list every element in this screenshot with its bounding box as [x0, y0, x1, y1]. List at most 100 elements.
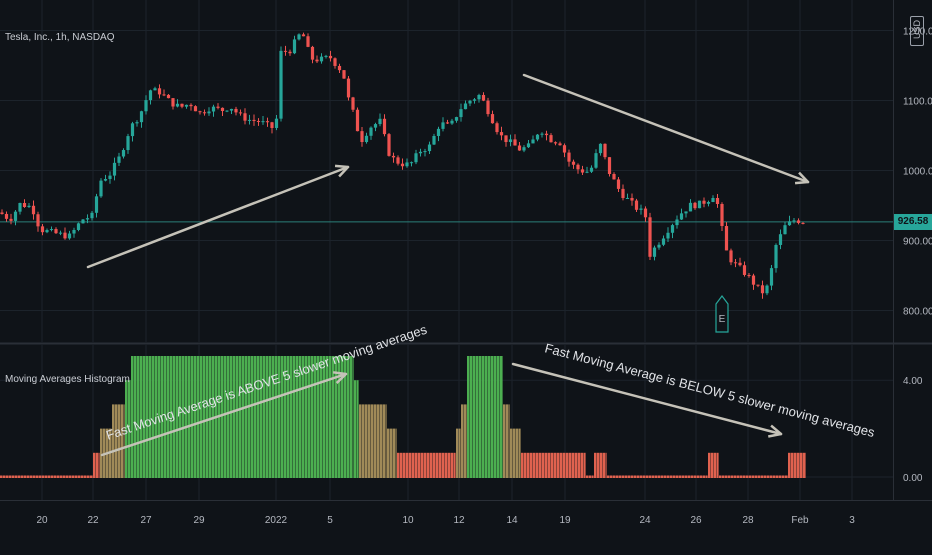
histogram-bar [717, 452, 719, 478]
histogram-bar [296, 356, 299, 478]
histogram-bar [794, 452, 797, 478]
candle-body [166, 94, 171, 99]
candle-body [351, 97, 355, 110]
histogram-bar [776, 475, 779, 478]
histogram-bar [708, 452, 711, 478]
histogram-bar [700, 475, 703, 478]
candle-body [391, 155, 396, 158]
histogram-bar [33, 475, 36, 478]
candle-body [535, 134, 540, 140]
candle-body [157, 88, 162, 95]
histogram-bar [448, 452, 451, 478]
histogram-bar [281, 356, 284, 478]
histogram-bar [45, 475, 48, 478]
histogram-bar [439, 452, 442, 478]
histogram-bar [403, 452, 406, 478]
candle-body [472, 99, 477, 101]
histogram-bar [500, 356, 503, 478]
candle-body [306, 36, 310, 47]
histogram-bar [69, 475, 72, 478]
candle-body [666, 232, 670, 239]
candle-body [360, 131, 364, 143]
histogram-bar [509, 404, 510, 478]
candle-body [270, 122, 274, 128]
histogram-bar [746, 475, 749, 478]
histogram-bar [197, 356, 200, 478]
histogram-bar [803, 452, 806, 478]
candle-body [324, 55, 328, 57]
candle-body [661, 238, 666, 245]
candle-body [796, 220, 801, 223]
candle-body [603, 143, 607, 158]
candle-body [252, 119, 256, 121]
histogram-bar [314, 356, 317, 478]
histogram-bar [427, 452, 430, 478]
candle-body [207, 111, 211, 114]
histogram-bar [182, 356, 185, 478]
currency-badge[interactable]: USD [910, 16, 924, 46]
candle-body [486, 100, 490, 115]
histogram-bar [125, 380, 128, 478]
x-tick-label: 22 [87, 515, 99, 526]
candle-body [387, 134, 391, 156]
candle-body [639, 208, 643, 210]
candles [0, 32, 805, 299]
histogram-bar [112, 404, 115, 478]
histogram-bar [179, 356, 182, 478]
histogram-bar [519, 428, 521, 478]
candle-body [765, 285, 769, 294]
histogram-bar [497, 356, 500, 478]
histogram-bar [797, 452, 800, 478]
candle-body [288, 51, 292, 54]
histogram-bar [36, 475, 39, 478]
histogram-bar [248, 356, 251, 478]
candle-body [378, 118, 382, 125]
histogram-bar [167, 356, 170, 478]
candle-body [148, 90, 153, 101]
candle-body [450, 120, 454, 124]
histogram-bar [269, 356, 272, 478]
histogram-bar [421, 452, 424, 478]
histogram-bar [170, 356, 173, 478]
candle-body [292, 39, 297, 54]
indicator-legend[interactable]: Moving Averages Histogram [5, 374, 130, 385]
histogram-bar [357, 380, 359, 478]
x-tick-label: 28 [742, 515, 754, 526]
candle-body [670, 225, 675, 233]
candle-body [468, 100, 472, 104]
candle-body [256, 120, 261, 122]
histogram-bar [646, 475, 649, 478]
candle-body [454, 117, 459, 121]
histogram-bar [308, 356, 311, 478]
histogram-bar [676, 475, 679, 478]
candle-body [621, 188, 625, 199]
histogram-bar [728, 475, 731, 478]
histogram-bar [643, 475, 646, 478]
downtrend-arrow [522, 73, 810, 185]
histogram-bar [516, 428, 519, 478]
histogram-bar [400, 452, 403, 478]
histogram-bar [338, 356, 341, 478]
histogram-bar [326, 356, 329, 478]
histogram-bar [263, 356, 266, 478]
candle-body [171, 98, 175, 107]
candle-body [526, 143, 531, 148]
histogram-bar [485, 356, 488, 478]
histogram-bar [30, 475, 33, 478]
candle-body [688, 202, 693, 212]
histogram-bar [527, 452, 530, 478]
histogram-bar [164, 356, 167, 478]
histogram-bar [640, 475, 643, 478]
symbol-legend[interactable]: Tesla, Inc., 1h, NASDAQ [5, 32, 115, 43]
candle-body [540, 133, 544, 135]
candle-body [180, 103, 184, 107]
candle-body [792, 220, 796, 222]
histogram-bar [542, 452, 545, 478]
histogram-bar [60, 475, 63, 478]
candle-body [495, 123, 499, 133]
histogram-bar [782, 475, 785, 478]
y-tick-label: 900.00 [903, 237, 932, 248]
histogram-bar [143, 356, 146, 478]
